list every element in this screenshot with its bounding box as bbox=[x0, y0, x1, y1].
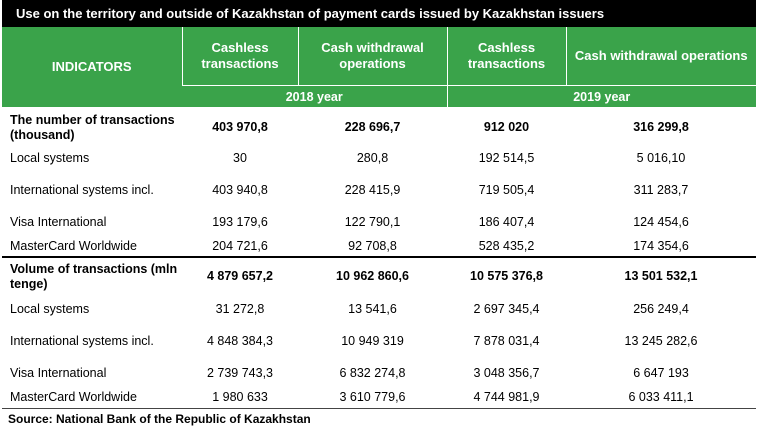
cell: 186 407,4 bbox=[478, 214, 535, 229]
table-row: Visa International 193 179,6 122 790,1 1… bbox=[2, 208, 756, 235]
cell: 256 249,4 bbox=[633, 301, 689, 316]
cell: 5 016,10 bbox=[636, 150, 686, 165]
cell: 204 721,6 bbox=[212, 238, 268, 253]
row-label: Volume of transactions (mln tenge) bbox=[2, 256, 182, 295]
cell: 174 354,6 bbox=[633, 238, 689, 253]
cell: 280,8 bbox=[356, 150, 389, 165]
source-note: Source: National Bank of the Republic of… bbox=[8, 411, 311, 426]
row-label: The number of transactions (thousand) bbox=[10, 112, 175, 142]
cell: 124 454,6 bbox=[633, 214, 689, 229]
cell: 6 832 274,8 bbox=[339, 365, 406, 380]
cell: 403 970,8 bbox=[212, 120, 268, 134]
row-label: International systems incl. bbox=[10, 182, 154, 197]
header-col-2: Cash withdrawal operations bbox=[297, 27, 447, 86]
cell: 912 020 bbox=[483, 120, 530, 134]
cell: 10 962 860,6 bbox=[298, 256, 447, 295]
table-row: The number of transactions (thousand) 40… bbox=[2, 107, 756, 144]
cell: 311 283,7 bbox=[633, 182, 689, 197]
cell: 13 501 532,1 bbox=[566, 256, 756, 295]
table-row: Local systems 31 272,8 13 541,6 2 697 34… bbox=[2, 295, 756, 322]
cell: 30 bbox=[233, 150, 247, 165]
header-col-1: Cashless transactions bbox=[181, 27, 298, 86]
cell: 2 739 743,3 bbox=[206, 365, 274, 380]
header-indicators: INDICATORS bbox=[2, 27, 182, 107]
cell: 2 697 345,4 bbox=[473, 301, 540, 316]
header-year-2019: 2019 year bbox=[446, 85, 756, 107]
cell: 193 179,6 bbox=[212, 214, 268, 229]
row-label: Visa International bbox=[10, 365, 107, 380]
cell: 13 245 282,6 bbox=[624, 333, 698, 348]
cell: 10 949 319 bbox=[341, 333, 404, 348]
cell: 31 272,8 bbox=[215, 301, 265, 316]
cell: 228 696,7 bbox=[344, 120, 401, 134]
table-row: Visa International 2 739 743,3 6 832 274… bbox=[2, 359, 756, 386]
row-label: Visa International bbox=[10, 214, 107, 229]
header-col-3: Cashless transactions bbox=[446, 27, 566, 86]
header-year-2018: 2018 year bbox=[182, 85, 447, 107]
cell: 7 878 031,4 bbox=[473, 333, 540, 348]
row-label: MasterCard Worldwide bbox=[10, 238, 137, 253]
cell: 192 514,5 bbox=[478, 150, 535, 165]
cell: 6 647 193 bbox=[633, 365, 689, 380]
table-row: International systems incl. 4 848 384,3 … bbox=[2, 322, 756, 359]
row-label: Local systems bbox=[10, 150, 90, 165]
cell: 3 610 779,6 bbox=[298, 386, 447, 409]
row-label: International systems incl. bbox=[10, 333, 154, 348]
row-label: Local systems bbox=[10, 301, 90, 316]
cell: 4 744 981,9 bbox=[447, 386, 566, 409]
table-row: Volume of transactions (mln tenge) 4 879… bbox=[2, 256, 756, 295]
cell: 316 299,8 bbox=[633, 120, 689, 134]
cell: 3 048 356,7 bbox=[473, 365, 540, 380]
header-col-4: Cash withdrawal operations bbox=[565, 27, 756, 86]
cell: 13 541,6 bbox=[348, 301, 397, 316]
payment-cards-table-figure: Use on the territory and outside of Kaza… bbox=[2, 0, 756, 426]
cell: 403 940,8 bbox=[212, 182, 268, 197]
table-row: Local systems 30 280,8 192 514,5 5 016,1… bbox=[2, 144, 756, 171]
table-row: International systems incl. 403 940,8 22… bbox=[2, 171, 756, 208]
cell: 228 415,9 bbox=[344, 182, 401, 197]
cell: 1 980 633 bbox=[182, 386, 298, 409]
cell: 10 575 376,8 bbox=[447, 256, 566, 295]
table-title: Use on the territory and outside of Kaza… bbox=[2, 0, 756, 27]
table-row: MasterCard Worldwide 204 721,6 92 708,8 … bbox=[2, 235, 756, 257]
cell: 719 505,4 bbox=[478, 182, 535, 197]
cell: 4 848 384,3 bbox=[206, 333, 274, 348]
cell: 122 790,1 bbox=[344, 214, 401, 229]
cell: 4 879 657,2 bbox=[182, 256, 298, 295]
table-row: MasterCard Worldwide 1 980 633 3 610 779… bbox=[2, 386, 756, 409]
row-label: MasterCard Worldwide bbox=[2, 386, 182, 409]
cell: 6 033 411,1 bbox=[566, 386, 756, 409]
data-table: INDICATORS Cashless transactions Cash wi… bbox=[2, 27, 756, 409]
cell: 528 435,2 bbox=[478, 238, 535, 253]
cell: 92 708,8 bbox=[348, 238, 397, 253]
